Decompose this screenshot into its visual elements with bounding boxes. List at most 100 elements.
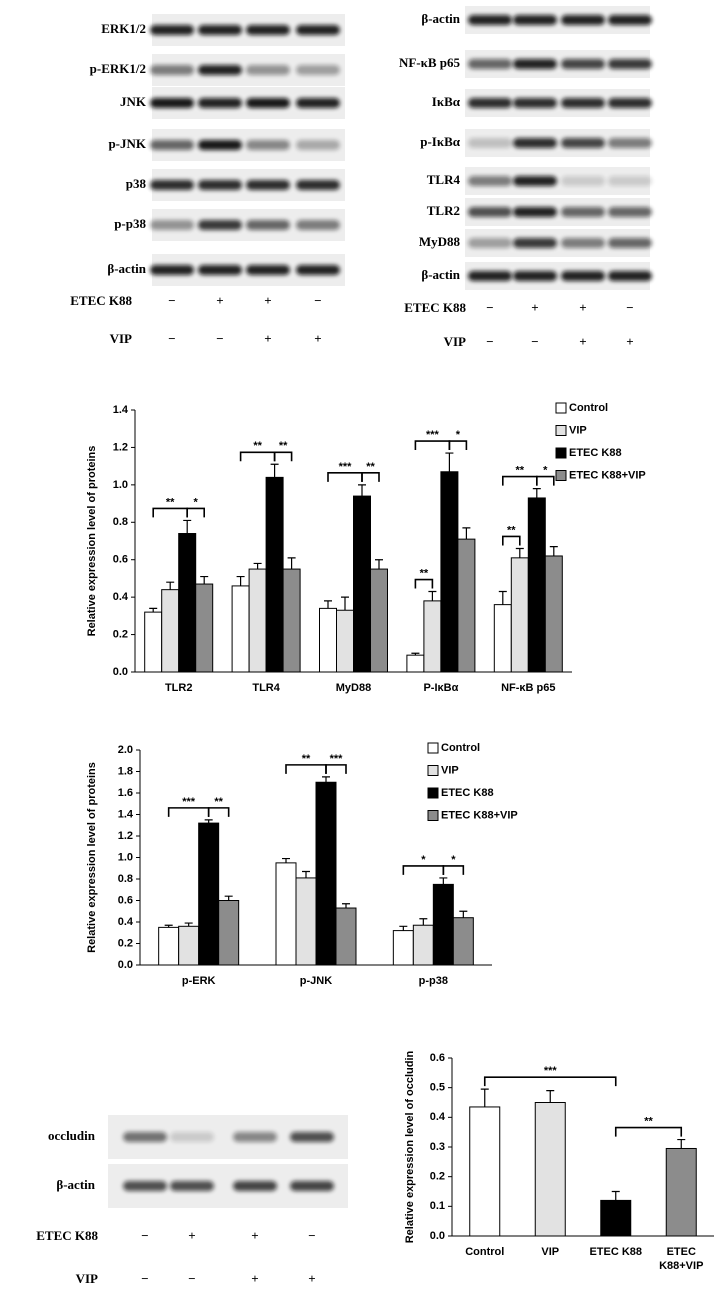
error-bar [149,607,158,613]
y-tick-label: 1.4 [118,808,134,820]
x-tick-label: p-p38 [419,975,448,987]
blot-band [198,65,242,75]
significance-label: ** [214,796,223,808]
significance-bracket [502,535,521,546]
blot-band [513,207,557,217]
blot-band [198,180,242,190]
legend-swatch [427,787,439,799]
error-bar [375,559,383,570]
legend-swatch [555,470,567,481]
blot-label: MyD88 [419,234,461,249]
error-bar [677,1138,686,1149]
significance-bracket [152,507,188,518]
blot-band [296,25,340,35]
significance-bracket [414,578,434,589]
significance-label: * [456,429,461,441]
y-tick-label: 0.2 [118,937,133,949]
blot-band [123,1132,167,1142]
bar [510,557,529,673]
bar [178,925,200,966]
blot-band [561,59,605,69]
treatment-sign: + [251,1271,258,1286]
blot-band [246,220,290,230]
error-bar [399,925,408,931]
blot-band [513,98,557,108]
treatment-label: VIP [110,331,132,346]
blot-band [468,271,512,281]
y-tick-label: 1.8 [118,765,133,777]
blot-band [561,98,605,108]
significance-label: * [451,854,456,866]
bar [282,568,301,673]
y-tick-label: 0.4 [118,916,134,928]
significance-label: *** [426,429,440,441]
blot-band [198,265,242,275]
blot-band [233,1181,277,1191]
significance-bracket [285,764,327,774]
error-bar [546,1090,555,1103]
x-tick-label: p-ERK [182,975,216,987]
significance-label: ** [366,461,375,473]
y-tick-label: 0.6 [430,1052,445,1064]
treatment-sign: + [579,334,586,349]
x-tick-label: MyD88 [336,682,371,694]
legend-label: Control [441,742,480,754]
x-tick-label: P-IκBα [423,682,458,694]
bar [336,609,354,673]
significance-label: ** [516,465,525,477]
blot-band [296,140,340,150]
blot-band [246,65,290,75]
blot-band [561,238,605,248]
treatment-label: ETEC K88 [404,300,466,315]
blot-label: TLR4 [427,172,461,187]
blot-band [150,140,194,150]
treatment-sign: + [579,300,586,315]
blot-band [468,98,512,108]
error-bar [287,557,296,570]
error-bar [459,910,468,918]
y-tick-label: 1.6 [118,787,133,799]
significance-label: * [194,496,199,508]
y-tick-label: 0.3 [430,1141,445,1153]
significance-label: ** [644,1115,653,1127]
bar [319,607,337,673]
y-tick-label: 0.5 [430,1082,445,1094]
y-tick-label: 1.4 [113,404,129,416]
bar [457,538,476,673]
treatment-label: VIP [76,1271,98,1286]
significance-label: ** [253,440,262,452]
error-bar [515,547,524,558]
error-bar [183,519,192,534]
blot-band [150,98,194,108]
error-bar [164,924,173,928]
blot-band [608,176,652,186]
blot-label: p-IκBα [420,134,461,149]
blot-band [608,138,652,148]
blot-band [608,271,652,281]
blot-band [608,98,652,108]
legend-swatch [427,765,439,776]
treatment-sign: + [188,1228,195,1243]
blot-band [198,220,242,230]
blot-band [296,98,340,108]
error-bar [324,600,332,609]
error-bar [428,590,437,601]
significance-bracket [361,472,380,482]
blot-band [468,138,512,148]
blot-band [198,98,242,108]
significance-label: ** [420,567,429,579]
significance-label: ** [166,496,175,508]
y-tick-label: 0.0 [113,666,128,678]
legend-label: ETEC K88 [441,787,494,799]
blot-band [198,140,242,150]
treatment-sign: − [308,1228,315,1243]
y-tick-label: 0.8 [113,516,128,528]
bar [406,654,425,673]
treatment-sign: − [486,300,493,315]
blot-band [296,65,340,75]
error-bar [341,596,349,611]
y-tick-label: 0.2 [430,1171,445,1183]
bar [534,1102,566,1237]
y-tick-label: 0.6 [113,554,128,566]
